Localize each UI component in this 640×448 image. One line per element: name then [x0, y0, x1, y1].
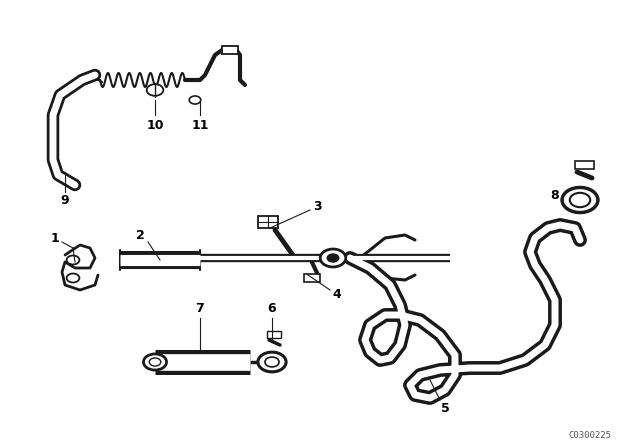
Bar	[575, 161, 594, 169]
Text: 5: 5	[440, 401, 449, 414]
Text: 1: 1	[51, 232, 60, 245]
Circle shape	[67, 274, 79, 283]
Circle shape	[149, 358, 161, 366]
Text: 3: 3	[314, 199, 323, 212]
Circle shape	[562, 187, 598, 212]
Text: 8: 8	[550, 189, 559, 202]
Bar	[259, 216, 278, 228]
Circle shape	[147, 84, 163, 96]
Bar	[305, 274, 320, 283]
Bar	[222, 46, 238, 54]
Text: 10: 10	[147, 119, 164, 132]
Text: 7: 7	[196, 302, 204, 314]
Text: 2: 2	[136, 228, 145, 241]
Circle shape	[143, 354, 166, 370]
Circle shape	[67, 255, 79, 264]
Circle shape	[327, 254, 339, 262]
Text: 11: 11	[191, 119, 209, 132]
Text: 9: 9	[61, 194, 69, 207]
Circle shape	[265, 357, 279, 367]
Circle shape	[189, 96, 201, 104]
Circle shape	[320, 249, 346, 267]
Circle shape	[570, 193, 590, 207]
Text: 6: 6	[268, 302, 276, 314]
Circle shape	[258, 352, 286, 372]
Text: C0300225: C0300225	[568, 431, 611, 439]
Bar	[267, 331, 281, 338]
Text: 4: 4	[333, 288, 341, 301]
